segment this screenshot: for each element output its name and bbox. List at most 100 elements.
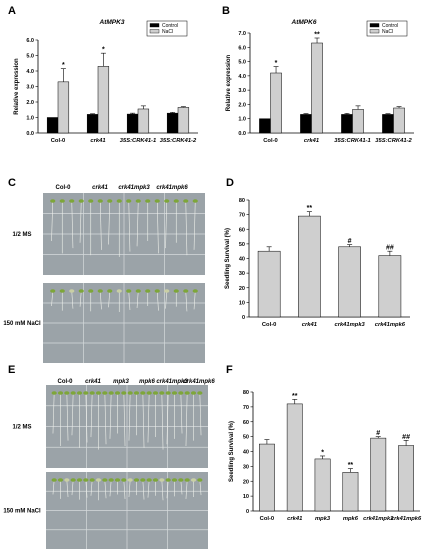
y-tick-label: 0.0	[238, 131, 246, 137]
x-category-label: crk41mpk3	[334, 322, 365, 328]
y-tick-label: 60	[239, 227, 245, 233]
seedling-root	[166, 392, 169, 445]
seedling-root	[66, 479, 69, 498]
panel-letter-a: A	[8, 5, 16, 17]
x-category-label: crk41	[90, 138, 105, 144]
y-tick-label: 3.0	[238, 88, 246, 94]
bar	[137, 108, 150, 134]
bar	[352, 109, 364, 134]
panel-letter-f: F	[226, 364, 233, 376]
chart-d-seedling-survival: 0 10 20 30 40 50 60 70 80 Seedling Survival (%) Co…	[225, 198, 410, 328]
seedling-leaves	[190, 391, 197, 395]
legend-label: Control	[382, 23, 398, 29]
seedling-root	[51, 200, 54, 241]
seedling-leaves	[192, 289, 198, 293]
seedling-root	[104, 392, 107, 445]
y-tick-label: 30	[239, 271, 245, 277]
seedling-leaves	[114, 391, 121, 395]
bar	[166, 112, 179, 134]
seedling-leaves	[97, 199, 103, 203]
seedling-root	[180, 392, 183, 434]
bar	[86, 114, 99, 134]
seedling-root	[66, 392, 69, 441]
y-tick-label: 10	[243, 494, 249, 500]
y-tick-label: 6.0	[238, 45, 246, 51]
seedling-root	[165, 200, 168, 249]
significance-marker: *	[62, 62, 65, 69]
seedling-leaves	[135, 199, 141, 203]
bar	[57, 81, 70, 134]
seedling-leaves	[152, 478, 159, 482]
bar	[286, 403, 303, 512]
y-tick-label: 60	[243, 420, 249, 426]
genotype-label: crk41	[85, 379, 101, 385]
bar	[300, 114, 312, 134]
seedling-leaves	[51, 478, 57, 482]
seedling-leaves	[154, 199, 160, 203]
seedling-root	[180, 479, 183, 495]
y-axis-label: Seedling Survival (%)	[229, 421, 235, 482]
y-tick-label: 20	[243, 479, 249, 485]
seedling-leaves	[126, 289, 132, 293]
seedling-leaves	[152, 391, 159, 395]
y-tick-label: 40	[239, 257, 245, 263]
seedling-root	[128, 290, 131, 311]
bar	[398, 445, 414, 512]
significance-marker: *	[321, 449, 324, 456]
seedling-root	[128, 392, 131, 441]
y-tick-label: 50	[243, 435, 249, 441]
seedling-root	[161, 479, 164, 501]
significance-marker: #	[376, 430, 380, 437]
seedling-root	[99, 290, 102, 310]
seedling-leaves	[102, 478, 108, 482]
seedling-leaves	[184, 478, 190, 482]
seedling-leaves	[159, 478, 165, 482]
seedling-root	[90, 392, 93, 438]
seedling-leaves	[165, 478, 171, 482]
seedling-leaves	[178, 478, 184, 482]
seedling-root	[128, 200, 131, 252]
bar	[314, 458, 331, 512]
seedling-leaves	[88, 199, 94, 203]
seedling-leaves	[133, 478, 140, 482]
seedling-leaves	[64, 391, 70, 395]
seedling-leaves	[78, 199, 84, 203]
photo-c-seedling-plates: Col-0 crk41 crk41mpk3 crk41mpk6 1/2 MS 150 mM…	[3, 185, 205, 363]
seedling-leaves	[89, 478, 95, 482]
chart-b-mpk6-expression: AtMPK6 0.0 1.0 2.0 3.0 4.0 5.0 6.0 7.0 Relative e…	[226, 19, 414, 144]
significance-marker: **	[307, 205, 313, 212]
seedling-leaves	[135, 289, 141, 293]
genotype-label: crk41mpk6	[156, 185, 188, 191]
seedling-root	[161, 392, 164, 450]
seedling-root	[193, 290, 196, 310]
seedling-root	[51, 290, 54, 307]
y-tick-label: 5.0	[26, 54, 34, 60]
seedling-leaves	[97, 289, 103, 293]
bar	[393, 107, 405, 134]
chart-title: AtMPK6	[291, 19, 317, 26]
seedling-root	[109, 392, 112, 439]
seedling-root	[156, 200, 159, 254]
seedling-leaves	[50, 199, 56, 203]
seedling-leaves	[197, 478, 203, 482]
significance-marker: ##	[386, 245, 394, 252]
x-category-label: Col-0	[51, 138, 66, 144]
bar	[126, 113, 139, 134]
seedling-leaves	[140, 478, 146, 482]
bar	[342, 472, 359, 512]
y-tick-label: 30	[243, 464, 249, 470]
significance-marker: ##	[402, 434, 410, 441]
seedling-leaves	[171, 478, 178, 482]
x-category-label: 35S:CRK41-1	[120, 138, 156, 144]
seedling-leaves	[95, 391, 102, 395]
bar	[46, 117, 59, 134]
y-tick-label: 70	[239, 213, 245, 219]
y-tick-label: 70	[243, 405, 249, 411]
y-tick-label: 0.0	[26, 131, 34, 137]
seedling-root	[136, 290, 139, 309]
seedling-leaves	[178, 391, 184, 395]
seedling-root	[165, 290, 168, 309]
seedling-leaves	[83, 391, 89, 395]
y-tick-label: 20	[239, 286, 245, 292]
